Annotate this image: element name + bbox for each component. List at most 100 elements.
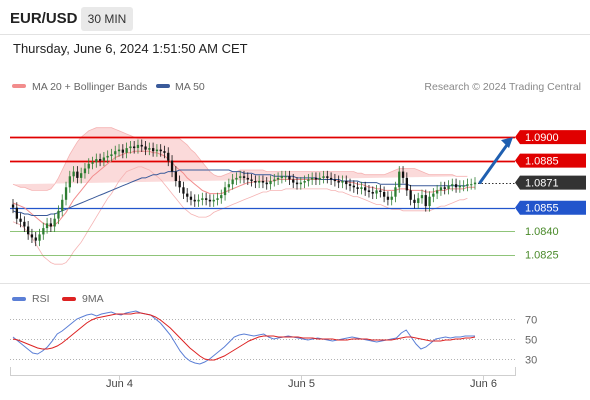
rsi-legend-swatch bbox=[12, 297, 26, 301]
candle-body bbox=[417, 198, 420, 203]
candle-body bbox=[322, 176, 325, 178]
time-tick-label: Jun 5 bbox=[288, 378, 315, 390]
candle-body bbox=[76, 171, 79, 178]
candle-body bbox=[114, 151, 117, 155]
candle-body bbox=[186, 193, 189, 197]
candle-body bbox=[462, 185, 465, 187]
candle-body bbox=[303, 181, 306, 183]
candle-body bbox=[288, 176, 291, 180]
bollinger-lower-line bbox=[12, 166, 468, 265]
candle-body bbox=[413, 199, 416, 203]
candle-body bbox=[428, 196, 431, 207]
candle-body bbox=[299, 182, 302, 185]
candle-body bbox=[284, 176, 287, 178]
candle-body bbox=[352, 185, 355, 188]
price-panel: 1.0900 1.0885 1.0855 1.0840 1.0825 1.0871 bbox=[10, 127, 586, 265]
candle-body bbox=[80, 173, 83, 178]
candle-body bbox=[19, 218, 22, 222]
candle-body bbox=[333, 179, 336, 182]
candle-body bbox=[261, 181, 265, 183]
candle-body bbox=[337, 181, 340, 183]
level-tag-1.0900 bbox=[515, 130, 586, 145]
candle-body bbox=[23, 221, 26, 227]
level-tag-1.0871 bbox=[515, 175, 586, 190]
candle-body bbox=[439, 187, 443, 191]
candle-body bbox=[136, 144, 140, 148]
candle-body bbox=[405, 177, 408, 191]
candle-body bbox=[454, 184, 458, 188]
candle-body bbox=[117, 149, 121, 152]
candle-body bbox=[72, 171, 75, 177]
candle-body bbox=[197, 199, 200, 202]
candle-body bbox=[424, 195, 427, 207]
time-axis-frame bbox=[10, 367, 516, 376]
candle-body bbox=[30, 234, 34, 238]
candle-body bbox=[341, 181, 344, 183]
candle-body bbox=[458, 185, 461, 188]
ma50-legend-swatch bbox=[156, 84, 170, 88]
candle-body bbox=[68, 176, 71, 188]
candle-body bbox=[326, 176, 329, 178]
header-bar: EUR/USD 30 MIN bbox=[0, 0, 590, 34]
time-axis: Jun 4 Jun 5 Jun 6 bbox=[106, 375, 497, 390]
time-tick-label: Jun 4 bbox=[106, 378, 133, 390]
candle-body bbox=[473, 182, 477, 185]
rsi-tick-70: 70 bbox=[525, 315, 537, 327]
candle-body bbox=[61, 199, 64, 211]
candle-body bbox=[205, 198, 208, 200]
candle-body bbox=[269, 181, 272, 185]
candle-body bbox=[45, 223, 49, 229]
candle-body bbox=[273, 179, 276, 182]
ma20-legend-label: MA 20 + Bollinger Bands bbox=[32, 81, 147, 93]
ma50-legend-label: MA 50 bbox=[175, 81, 205, 93]
candle-body bbox=[174, 171, 177, 181]
candle-body bbox=[129, 146, 132, 149]
rsi-series-RSI bbox=[12, 310, 475, 365]
candle-body bbox=[125, 148, 128, 153]
candle-body bbox=[99, 159, 102, 161]
candle-body bbox=[212, 199, 215, 202]
level-label-1.0871: 1.0871 bbox=[525, 178, 559, 190]
candle-body bbox=[451, 184, 454, 186]
candle-body bbox=[91, 162, 94, 164]
rsi-series-9MA bbox=[12, 312, 476, 361]
candle-body bbox=[276, 177, 280, 180]
candle-body bbox=[220, 195, 223, 199]
candle-body bbox=[15, 207, 18, 219]
candle-body bbox=[38, 234, 41, 241]
candle-body bbox=[189, 196, 193, 200]
candle-body bbox=[64, 187, 68, 200]
ma9-legend-swatch bbox=[62, 297, 76, 301]
candle-body bbox=[394, 187, 397, 197]
timestamp: Thursday, June 6, 2024 1:51:50 AM CET bbox=[13, 41, 248, 56]
candle-body bbox=[242, 176, 246, 178]
candle-body bbox=[443, 187, 446, 189]
candle-body bbox=[420, 195, 424, 199]
candle-body bbox=[436, 190, 439, 194]
candle-body bbox=[144, 146, 147, 150]
candle-body bbox=[106, 155, 109, 158]
forecast-arrow-shaft bbox=[478, 140, 511, 185]
ma9-legend-label: 9MA bbox=[82, 293, 104, 305]
candle-body bbox=[330, 177, 333, 180]
timeframe-button[interactable]: 30 MIN bbox=[81, 7, 133, 31]
candle-body bbox=[182, 187, 185, 194]
candle-body bbox=[401, 171, 405, 178]
candle-body bbox=[235, 177, 238, 180]
candle-body bbox=[102, 157, 105, 161]
level-tag-1.0855 bbox=[515, 200, 586, 215]
candle-body bbox=[383, 192, 386, 197]
candle-body bbox=[159, 149, 162, 152]
candle-body bbox=[83, 168, 87, 174]
candle-body bbox=[121, 149, 124, 153]
candle-body bbox=[110, 154, 113, 156]
candle-body bbox=[390, 196, 393, 200]
candle-body bbox=[432, 193, 435, 197]
candle-body bbox=[265, 182, 268, 185]
candle-body bbox=[386, 196, 390, 200]
candle-body bbox=[208, 199, 212, 202]
candle-body bbox=[152, 148, 155, 152]
candle-body bbox=[227, 184, 230, 188]
candle-body bbox=[318, 177, 321, 180]
